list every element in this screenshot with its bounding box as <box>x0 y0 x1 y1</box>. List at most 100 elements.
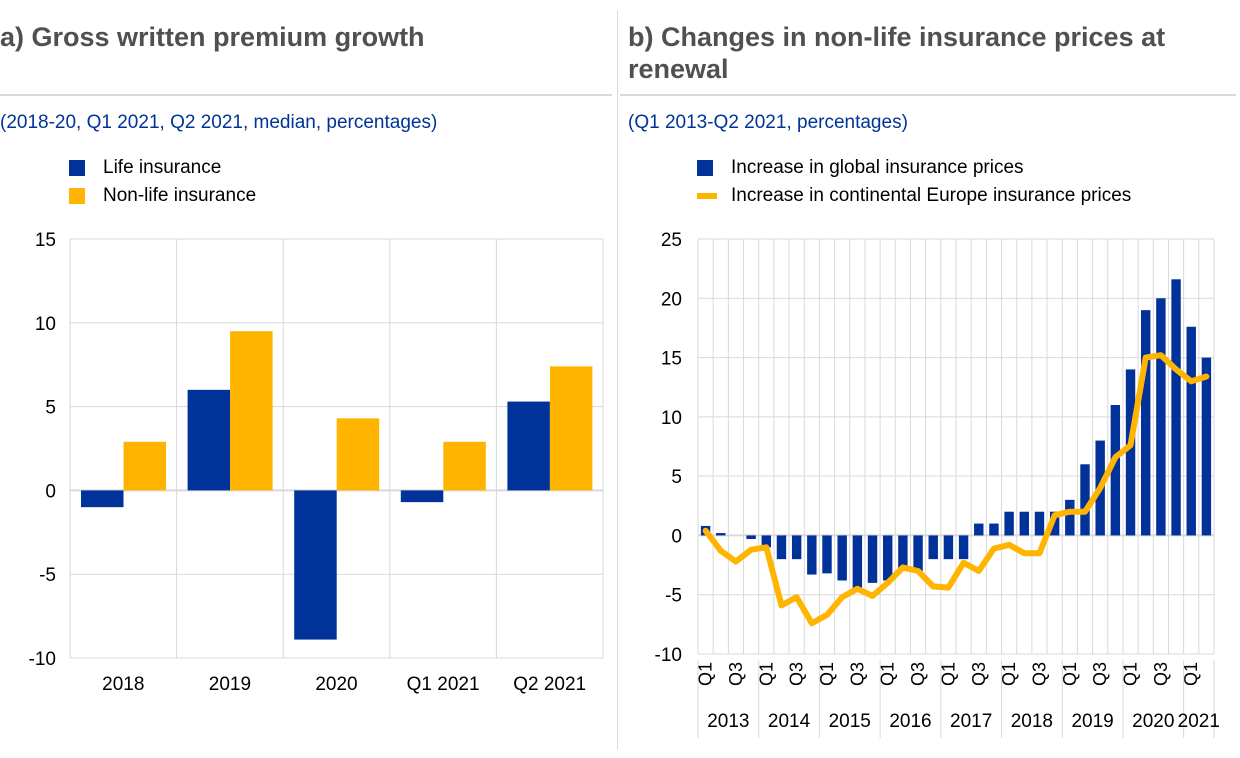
year-label: 2016 <box>889 711 931 732</box>
y-tick-label: -10 <box>655 645 682 666</box>
bar-global-price <box>1019 511 1029 536</box>
bar-global-price <box>776 535 787 560</box>
quarter-tick-label: Q1 <box>756 662 776 686</box>
legend-item-global: Increase in global insurance prices <box>697 154 1217 182</box>
bar-global-price <box>852 535 863 590</box>
legend-label-nonlife: Non-life insurance <box>103 185 257 206</box>
quarter-tick-label: Q3 <box>1090 662 1110 686</box>
panel-a-title: a) Gross written premium growth <box>0 22 425 52</box>
bar-global-price <box>913 535 923 571</box>
quarter-tick-label: Q1 <box>696 662 716 686</box>
bar-nonlife <box>123 441 166 491</box>
year-label: 2015 <box>829 711 871 732</box>
bar-global-price <box>1141 310 1151 536</box>
legend-label-europe: Increase in continental Europe insurance… <box>731 185 1132 206</box>
bar-global-price <box>928 535 938 560</box>
y-tick-label: 5 <box>671 467 682 488</box>
bar-global-price <box>807 535 817 575</box>
panel-b-title-divider <box>620 94 1236 96</box>
bar-global-price <box>989 523 999 536</box>
bar-global-price <box>1156 298 1166 536</box>
bar-life <box>507 401 550 491</box>
y-tick-label: 20 <box>661 289 682 310</box>
bar-global-price <box>943 535 954 560</box>
bar-global-price <box>1034 511 1045 536</box>
legend-swatch-global <box>697 160 713 176</box>
year-label: 2018 <box>1011 711 1053 732</box>
panel-a-title-divider <box>0 94 612 96</box>
y-tick-label: 0 <box>671 526 682 547</box>
quarter-tick-label: Q1 <box>999 662 1019 686</box>
year-label: 2013 <box>707 711 749 732</box>
bar-global-price <box>1171 279 1181 536</box>
y-tick-label: -5 <box>39 565 56 586</box>
y-tick-label: 0 <box>45 481 56 502</box>
bar-global-price <box>1186 326 1196 536</box>
bar-global-price <box>867 535 878 583</box>
bar-global-price <box>1110 405 1121 536</box>
panel-b-legend: Increase in global insurance prices Incr… <box>697 154 1217 210</box>
bar-life <box>400 490 444 503</box>
quarter-tick-label: Q3 <box>908 662 928 686</box>
quarter-tick-label: Q1 <box>938 662 958 686</box>
panel-divider <box>617 10 618 750</box>
panel-b-title-line2: renewal <box>628 54 729 84</box>
bar-global-price <box>761 535 771 548</box>
quarter-tick-label: Q1 <box>1121 662 1141 686</box>
x-tick-label: Q2 2021 <box>513 674 586 695</box>
bar-global-price <box>883 535 893 581</box>
quarter-tick-label: Q1 <box>817 662 837 686</box>
year-label: 2020 <box>1132 711 1174 732</box>
line-europe-price <box>702 352 1210 627</box>
bar-nonlife <box>230 331 273 491</box>
quarter-tick-label: Q1 <box>1181 662 1201 686</box>
bar-global-price <box>898 535 908 571</box>
legend-swatch-europe <box>697 193 717 199</box>
quarter-tick-label: Q3 <box>726 662 746 686</box>
year-label: 2021 <box>1178 711 1220 732</box>
legend-swatch-life <box>69 160 85 176</box>
quarter-tick-label: Q1 <box>1060 662 1080 686</box>
quarter-tick-label: Q3 <box>969 662 989 686</box>
panel-b-title-line1: b) Changes in non-life insurance prices … <box>628 22 1166 52</box>
y-tick-label: 5 <box>45 398 56 419</box>
bar-nonlife <box>336 418 380 491</box>
legend-label-life: Life insurance <box>103 157 222 178</box>
quarter-tick-label: Q3 <box>1030 662 1050 686</box>
bar-global-price <box>1201 357 1212 536</box>
bar-global-price <box>1080 464 1090 536</box>
y-tick-label: -5 <box>665 586 682 607</box>
quarter-tick-label: Q3 <box>787 662 807 686</box>
bar-nonlife <box>443 441 486 491</box>
bar-global-price <box>716 533 726 536</box>
bar-global-price <box>1065 499 1075 536</box>
bar-global-price <box>974 523 984 536</box>
bar-global-price <box>837 535 847 581</box>
bar-life <box>294 490 337 640</box>
y-tick-label: 25 <box>661 230 682 251</box>
quarter-tick-label: Q3 <box>1151 662 1171 686</box>
quarter-tick-label: Q3 <box>847 662 867 686</box>
bar-global-price <box>1125 369 1136 536</box>
legend-item-life: Life insurance <box>69 154 469 182</box>
panel-a-subtitle: (2018-20, Q1 2021, Q2 2021, median, perc… <box>0 112 438 133</box>
bar-global-price <box>1004 511 1014 536</box>
panel-a-legend: Life insurance Non-life insurance <box>69 154 469 210</box>
x-tick-label: 2020 <box>315 674 357 695</box>
year-label: 2014 <box>768 711 811 732</box>
bar-global-price <box>822 535 832 574</box>
y-tick-label: 15 <box>35 230 56 251</box>
panel-b-subtitle: (Q1 2013-Q2 2021, percentages) <box>628 112 908 133</box>
legend-swatch-nonlife <box>69 188 85 204</box>
bar-life <box>187 389 231 491</box>
bar-global-price <box>958 535 969 560</box>
x-tick-label: 2019 <box>209 674 251 695</box>
legend-item-nonlife: Non-life insurance <box>69 182 469 210</box>
year-label: 2017 <box>950 711 992 732</box>
year-label: 2019 <box>1071 711 1113 732</box>
bar-global-price <box>1049 511 1060 536</box>
bar-nonlife <box>549 366 593 491</box>
x-tick-label: 2018 <box>102 674 144 695</box>
bar-global-price <box>791 535 802 560</box>
legend-label-global: Increase in global insurance prices <box>731 157 1024 178</box>
